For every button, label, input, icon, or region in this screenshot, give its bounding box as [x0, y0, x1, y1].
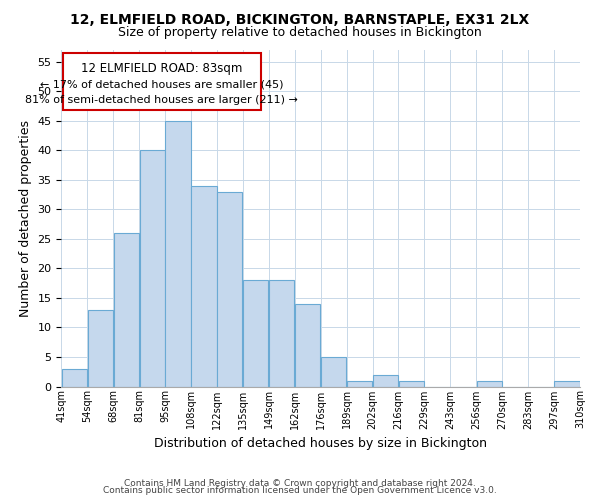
Bar: [295, 304, 320, 386]
Y-axis label: Number of detached properties: Number of detached properties: [19, 120, 32, 317]
Bar: [476, 380, 502, 386]
Text: Contains HM Land Registry data © Crown copyright and database right 2024.: Contains HM Land Registry data © Crown c…: [124, 478, 476, 488]
Bar: [113, 233, 139, 386]
Text: ← 17% of detached houses are smaller (45): ← 17% of detached houses are smaller (45…: [40, 80, 284, 90]
Bar: [166, 121, 191, 386]
X-axis label: Distribution of detached houses by size in Bickington: Distribution of detached houses by size …: [154, 437, 487, 450]
Bar: [191, 186, 217, 386]
Bar: [88, 310, 113, 386]
Text: 12, ELMFIELD ROAD, BICKINGTON, BARNSTAPLE, EX31 2LX: 12, ELMFIELD ROAD, BICKINGTON, BARNSTAPL…: [70, 12, 530, 26]
Bar: [554, 380, 580, 386]
Text: Size of property relative to detached houses in Bickington: Size of property relative to detached ho…: [118, 26, 482, 39]
Bar: [269, 280, 295, 386]
Bar: [140, 150, 164, 386]
Text: 81% of semi-detached houses are larger (211) →: 81% of semi-detached houses are larger (…: [25, 96, 298, 106]
Text: Contains public sector information licensed under the Open Government Licence v3: Contains public sector information licen…: [103, 486, 497, 495]
Bar: [321, 357, 346, 386]
Bar: [347, 380, 372, 386]
Text: 12 ELMFIELD ROAD: 83sqm: 12 ELMFIELD ROAD: 83sqm: [81, 62, 242, 75]
Bar: [217, 192, 242, 386]
Bar: [373, 374, 398, 386]
Bar: [243, 280, 268, 386]
FancyBboxPatch shape: [62, 53, 261, 110]
Bar: [399, 380, 424, 386]
Bar: [62, 369, 87, 386]
